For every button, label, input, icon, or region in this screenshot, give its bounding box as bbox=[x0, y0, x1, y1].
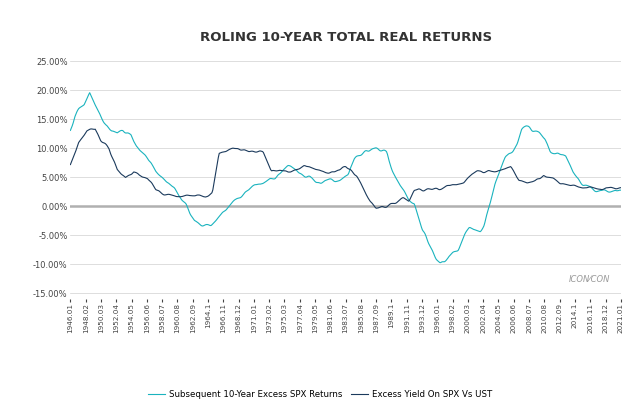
Subsequent 10-Year Excess SPX Returns bbox=[165, 181, 173, 186]
Excess Yield On SPX Vs UST bbox=[483, 169, 490, 174]
Subsequent 10-Year Excess SPX Returns bbox=[209, 221, 217, 226]
Line: Subsequent 10-Year Excess SPX Returns: Subsequent 10-Year Excess SPX Returns bbox=[70, 93, 621, 263]
Subsequent 10-Year Excess SPX Returns bbox=[392, 175, 399, 180]
Subsequent 10-Year Excess SPX Returns bbox=[483, 212, 490, 217]
Excess Yield On SPX Vs UST bbox=[67, 162, 74, 167]
Excess Yield On SPX Vs UST bbox=[372, 206, 380, 211]
Subsequent 10-Year Excess SPX Returns bbox=[617, 188, 625, 193]
Subsequent 10-Year Excess SPX Returns bbox=[435, 259, 443, 264]
Subsequent 10-Year Excess SPX Returns bbox=[86, 90, 93, 95]
Subsequent 10-Year Excess SPX Returns bbox=[67, 128, 74, 133]
Excess Yield On SPX Vs UST bbox=[209, 188, 217, 193]
Excess Yield On SPX Vs UST bbox=[393, 200, 401, 205]
Excess Yield On SPX Vs UST bbox=[617, 185, 625, 190]
Legend: Subsequent 10-Year Excess SPX Returns, Excess Yield On SPX Vs UST: Subsequent 10-Year Excess SPX Returns, E… bbox=[145, 386, 495, 403]
Title: ROLING 10-YEAR TOTAL REAL RETURNS: ROLING 10-YEAR TOTAL REAL RETURNS bbox=[200, 32, 492, 44]
Subsequent 10-Year Excess SPX Returns bbox=[317, 181, 324, 186]
Excess Yield On SPX Vs UST bbox=[165, 192, 173, 197]
Excess Yield On SPX Vs UST bbox=[317, 168, 324, 173]
Excess Yield On SPX Vs UST bbox=[436, 187, 444, 192]
Subsequent 10-Year Excess SPX Returns bbox=[437, 260, 445, 265]
Excess Yield On SPX Vs UST bbox=[88, 127, 95, 132]
Line: Excess Yield On SPX Vs UST: Excess Yield On SPX Vs UST bbox=[70, 129, 621, 208]
Text: ICON⁄CON: ICON⁄CON bbox=[568, 275, 610, 284]
